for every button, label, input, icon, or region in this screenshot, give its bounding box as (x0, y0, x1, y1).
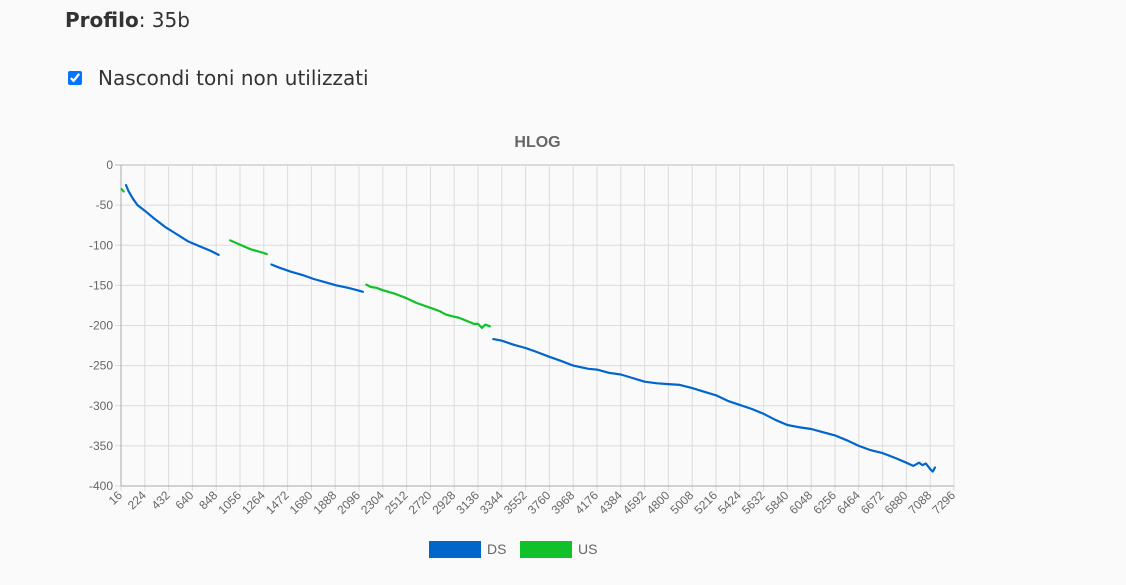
y-tick-label: -250 (89, 359, 113, 373)
y-tick-label: -300 (89, 399, 113, 413)
x-tick-label: 1680 (287, 488, 316, 517)
x-tick-label: 5424 (715, 488, 744, 517)
series-ds-line (492, 338, 937, 473)
hide-unused-tones-option[interactable]: Nascondi toni non utilizzati (68, 66, 369, 90)
x-tick-label: 3136 (453, 488, 482, 517)
x-tick-label: 6672 (858, 488, 887, 517)
profile-label: Profilo (65, 8, 139, 32)
x-tick-label: 1888 (311, 488, 340, 517)
x-tick-label: 2928 (430, 488, 459, 517)
x-tick-label: 6464 (834, 488, 863, 517)
hide-unused-tones-label: Nascondi toni non utilizzati (98, 66, 369, 90)
x-tick-label: 640 (172, 488, 196, 512)
y-tick-label: -100 (89, 238, 113, 252)
legend-swatch-ds (429, 541, 481, 558)
hide-unused-tones-checkbox[interactable] (68, 71, 82, 85)
x-tick-label: 4176 (572, 488, 601, 517)
series-us-line (229, 239, 268, 256)
profile-value: 35b (151, 8, 190, 32)
y-tick-label: -200 (89, 319, 113, 333)
x-tick-label: 2304 (358, 488, 387, 517)
x-tick-label: 3968 (549, 488, 578, 517)
y-tick-label: 0 (106, 158, 113, 172)
x-tick-label: 4384 (596, 488, 625, 517)
legend-label-us: US (578, 541, 597, 557)
x-tick-label: 4592 (620, 488, 649, 517)
x-tick-label: 3344 (477, 488, 506, 517)
series-ds-line (124, 184, 220, 256)
x-tick-label: 432 (149, 488, 173, 512)
x-tick-label: 1264 (239, 488, 268, 517)
x-tick-label: 2720 (406, 488, 435, 517)
x-tick-label: 6256 (810, 488, 839, 517)
x-tick-label: 224 (125, 488, 149, 512)
profile-line: Profilo: 35b (65, 8, 190, 32)
y-tick-label: -50 (96, 198, 114, 212)
chart-title: HLOG (514, 134, 560, 151)
x-tick-label: 1056 (215, 488, 244, 517)
x-tick-label: 7296 (929, 488, 958, 517)
y-tick-label: -350 (89, 439, 113, 453)
y-tick-label: -400 (89, 479, 113, 493)
x-tick-label: 7088 (906, 488, 935, 517)
series-ds-line (270, 263, 364, 293)
x-tick-label: 1472 (263, 488, 292, 517)
x-tick-label: 6048 (787, 488, 816, 517)
x-tick-label: 6880 (882, 488, 911, 517)
x-tick-label: 2512 (382, 488, 411, 517)
x-tick-label: 5840 (763, 488, 792, 517)
y-tick-label: -150 (89, 278, 113, 292)
legend-swatch-us (520, 541, 572, 558)
series-us-line (365, 283, 491, 329)
x-tick-label: 2096 (334, 488, 363, 517)
profile-separator: : (138, 8, 146, 32)
legend-label-ds: DS (487, 541, 506, 557)
x-tick-label: 5216 (691, 488, 720, 517)
x-tick-label: 5632 (739, 488, 768, 517)
x-tick-label: 3552 (501, 488, 530, 517)
x-tick-label: 4800 (644, 488, 673, 517)
series-us-line (120, 188, 125, 193)
x-tick-label: 3760 (525, 488, 554, 517)
x-tick-label: 5008 (668, 488, 697, 517)
